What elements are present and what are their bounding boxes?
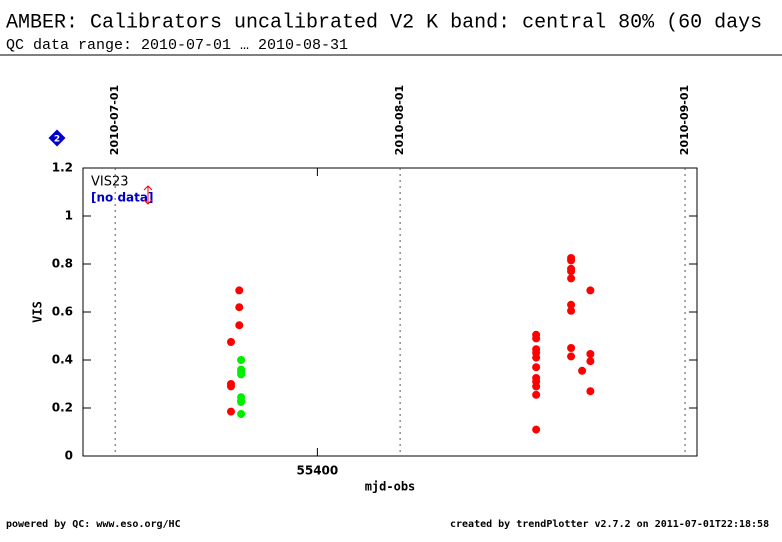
date-marker-label: 2010-09-01 xyxy=(678,85,691,155)
point xyxy=(532,382,541,391)
point xyxy=(226,382,235,391)
chart-title: AMBER: Calibrators uncalibrated V2 K ban… xyxy=(6,11,762,34)
point xyxy=(586,350,595,358)
point xyxy=(532,425,541,434)
point xyxy=(226,407,235,416)
panel-note: [no data] xyxy=(91,191,153,205)
point xyxy=(578,366,587,375)
point xyxy=(567,352,576,361)
point xyxy=(567,306,576,315)
point xyxy=(237,368,246,376)
y-tick-label: 0.8 xyxy=(52,257,73,271)
point xyxy=(586,357,595,366)
y-tick-label: 0.4 xyxy=(52,353,73,367)
point xyxy=(532,334,541,343)
point xyxy=(532,390,541,399)
y-tick-label: 0.6 xyxy=(52,305,73,319)
date-marker-label: 2010-07-01 xyxy=(108,85,121,155)
point xyxy=(567,274,576,283)
plot-frame xyxy=(82,167,698,457)
point xyxy=(237,356,246,364)
point xyxy=(235,321,244,330)
point xyxy=(567,344,576,352)
point xyxy=(567,300,576,309)
point xyxy=(237,398,246,406)
point xyxy=(235,303,244,312)
x-axis-label: mjd-obs xyxy=(365,480,416,494)
point xyxy=(567,267,576,276)
y-tick-label: 1 xyxy=(65,209,73,223)
footer-left: powered by QC: www.eso.org/HC xyxy=(6,519,181,530)
point xyxy=(226,338,235,346)
point xyxy=(237,410,246,418)
date-marker-label: 2010-08-01 xyxy=(393,85,406,155)
x-tick-label: 55400 xyxy=(297,464,339,478)
y-tick-label: 0 xyxy=(65,449,73,463)
panel-label: VIS23 xyxy=(91,175,129,190)
footer-right: created by trendPlotter v2.7.2 on 2011-0… xyxy=(450,519,769,530)
point xyxy=(586,387,595,396)
point xyxy=(235,286,244,295)
panel-badge: 2 xyxy=(48,129,66,147)
badge-number: 2 xyxy=(54,135,60,145)
point xyxy=(532,363,541,372)
arrow-icon xyxy=(143,185,153,205)
point xyxy=(567,256,576,265)
y-axis-label: VIS xyxy=(31,301,45,323)
y-tick-label: 1.2 xyxy=(52,161,73,175)
y-tick-label: 0.2 xyxy=(52,401,73,415)
point xyxy=(532,353,541,362)
chart-subtitle: QC data range: 2010-07-01 … 2010-08-31 xyxy=(6,37,348,54)
point xyxy=(586,286,595,295)
